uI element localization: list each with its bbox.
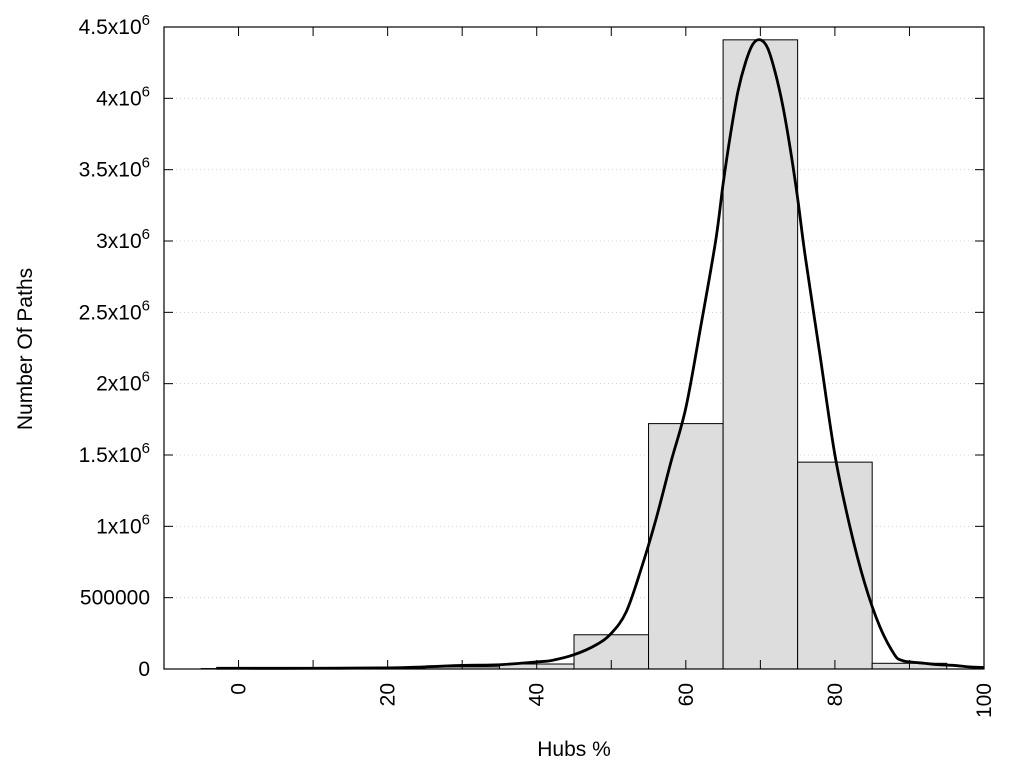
y-tick-label: 3.5x106	[79, 155, 150, 182]
fit-curve	[216, 38, 985, 670]
plot-frame	[163, 26, 985, 670]
x-axis-title: Hubs %	[537, 738, 611, 761]
y-axis: 0 500000 1x106 1.5x106 2x106 2.5x106 3x106 3.5x…	[79, 12, 984, 681]
x-tick-label: 100	[973, 683, 996, 718]
y-tick-label: 4.5x106	[79, 12, 150, 39]
y-tick-label: 2.5x106	[79, 297, 150, 324]
x-tick-label: 60	[675, 683, 698, 706]
y-tick-label: 1.5x106	[79, 440, 150, 467]
x-tick-label: 40	[526, 683, 549, 706]
y-tick-label: 4x106	[96, 83, 150, 110]
histogram-bar	[722, 39, 799, 670]
y-tick-label: 1x106	[96, 511, 150, 538]
y-tick-label: 2x106	[96, 369, 150, 396]
y-tick-label: 0	[138, 658, 150, 681]
y-tick-label: 500000	[80, 587, 150, 610]
x-tick-label: 20	[377, 683, 400, 706]
histogram-bar	[648, 423, 724, 670]
y-tick-label: 3x106	[96, 226, 150, 253]
x-tick-label: 0	[228, 683, 251, 695]
y-axis-title: Number Of Paths	[14, 268, 37, 430]
x-axis: 0 20 40 60 80 100	[228, 27, 996, 718]
x-tick-label: 80	[824, 683, 847, 706]
bars-group	[200, 39, 948, 670]
fit-curve-group	[216, 38, 985, 670]
grid-lines	[164, 97, 984, 599]
